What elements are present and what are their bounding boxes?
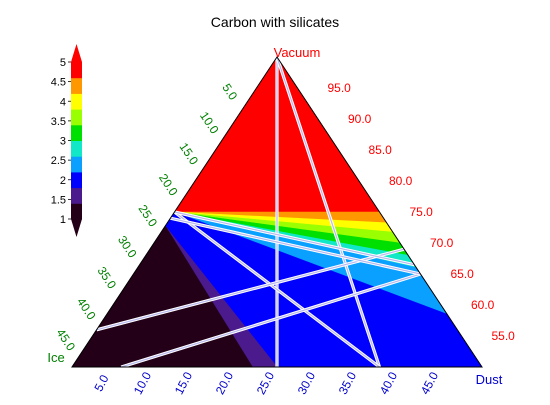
colorbar-segment [71, 140, 82, 157]
colorbar-segment [71, 124, 82, 141]
colorbar-tick-label: 4.5 [51, 77, 66, 89]
streak-inner [276, 56, 381, 368]
streak-inner [170, 217, 421, 275]
colorbar-tick-label: 3 [60, 136, 66, 148]
streak-inner [96, 248, 405, 331]
right-tick-label: 85.0 [369, 143, 393, 157]
vertex-label-ice: Ice [47, 350, 64, 365]
right-tick-label: 95.0 [328, 81, 352, 95]
colorbar-tick-label: 1.5 [51, 194, 66, 206]
right-tick-label: 65.0 [451, 267, 475, 281]
colorbar-tick-label: 2.5 [51, 155, 66, 167]
left-tick-label: 30.0 [115, 233, 140, 260]
streak-inner [174, 211, 415, 266]
left-tick-label: 40.0 [74, 295, 99, 322]
colorbar-tick-label: 1 [60, 214, 66, 226]
bottom-tick-label: 30.0 [295, 369, 318, 396]
streak-inner [121, 273, 421, 368]
colorbar-segment [71, 203, 82, 220]
bottom-tick-label: 40.0 [377, 369, 400, 396]
colorbar-segment [71, 77, 82, 94]
right-axis-ticks: 95.0 90.0 85.0 80.0 75.0 70.0 65.0 60.0 55.0 [328, 81, 516, 343]
vertex-label-vacuum: Vacuum [274, 45, 321, 60]
colorbar-bottom-arrow [71, 219, 82, 237]
colorbar-tick-label: 2 [60, 175, 66, 187]
colorbar-top-arrow [71, 44, 82, 62]
streak-inner [174, 211, 380, 368]
left-tick-label: 35.0 [94, 264, 119, 291]
right-tick-label: 70.0 [430, 236, 454, 250]
bottom-tick-label: 45.0 [418, 369, 441, 396]
triangle-outline [71, 56, 483, 368]
right-tick-label: 80.0 [389, 174, 413, 188]
left-tick-label: 25.0 [135, 202, 160, 229]
colorbar-segment [71, 156, 82, 173]
right-tick-label: 90.0 [348, 112, 372, 126]
colorbar-segment [71, 93, 82, 110]
colorbar-tick-label: 5 [60, 57, 66, 69]
chart-title: Carbon with silicates [211, 14, 339, 30]
bottom-tick-label: 10.0 [131, 369, 154, 396]
bottom-tick-label: 35.0 [336, 369, 359, 396]
bottom-tick-label: 5.0 [91, 372, 111, 394]
bottom-tick-label: 15.0 [172, 369, 195, 396]
left-tick-label: 5.0 [219, 81, 240, 103]
right-tick-label: 55.0 [492, 329, 516, 343]
bottom-tick-label: 25.0 [254, 369, 277, 396]
left-tick-label: 20.0 [156, 171, 181, 198]
colorbar-segment [71, 62, 82, 79]
colorbar-segment [71, 187, 82, 204]
colorbar-tick-label: 3.5 [51, 116, 66, 128]
colorbar-segment [71, 171, 82, 189]
light-streaks [96, 56, 421, 369]
right-tick-label: 75.0 [410, 205, 434, 219]
colorbar: 5 4.5 4 3.5 3 2.5 2 1.5 1 [51, 44, 82, 237]
left-tick-label: 15.0 [176, 140, 201, 167]
right-tick-label: 60.0 [471, 298, 495, 312]
bottom-axis-ticks: 5.0 10.0 15.0 20.0 25.0 30.0 35.0 40.0 45.0 [91, 369, 441, 396]
bottom-tick-label: 20.0 [213, 369, 236, 396]
colorbar-tick-label: 4 [60, 96, 66, 108]
left-tick-label: 10.0 [197, 109, 222, 136]
colorbar-segment [71, 109, 82, 126]
vertex-label-dust: Dust [476, 372, 503, 387]
